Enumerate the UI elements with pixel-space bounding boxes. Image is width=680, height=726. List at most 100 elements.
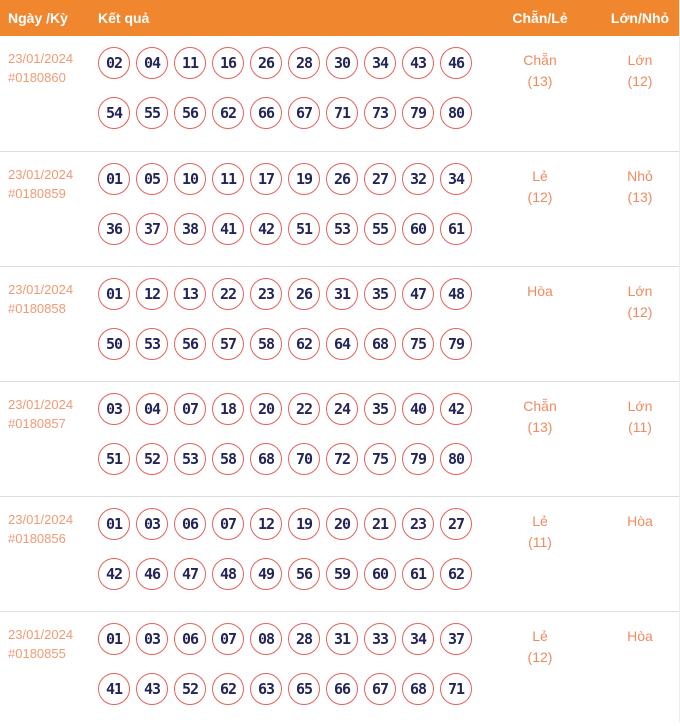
lottery-ball: 61	[440, 213, 472, 245]
lottery-ball: 18	[212, 393, 244, 425]
lottery-ball: 62	[212, 97, 244, 129]
lottery-ball: 68	[364, 328, 396, 360]
big-small-label: Nhỏ	[627, 168, 653, 184]
lottery-ball: 01	[98, 278, 130, 310]
column-header-big-small: Lớn/Nhỏ	[610, 10, 670, 26]
lottery-ball: 35	[364, 393, 396, 425]
big-small-label: Lớn	[627, 283, 653, 299]
lottery-ball: 03	[136, 623, 168, 655]
date-period-cell: 23/01/2024 #0180859	[0, 152, 98, 266]
draw-id: #0180855	[8, 646, 66, 661]
ball-row: 01 12 13 22 23 26 31 35 47 48	[98, 278, 480, 310]
lottery-ball: 33	[364, 623, 396, 655]
big-small-cell: Hòa	[600, 612, 680, 726]
date-period-cell: 23/01/2024 #0180860	[0, 36, 98, 151]
column-header-result: Kết quả	[98, 10, 150, 26]
lottery-ball: 79	[402, 97, 434, 129]
even-odd-count: (12)	[527, 189, 553, 205]
lottery-ball: 36	[98, 213, 130, 245]
lottery-ball: 57	[212, 328, 244, 360]
lottery-ball: 68	[402, 673, 434, 705]
lottery-ball: 31	[326, 623, 358, 655]
lottery-ball: 13	[174, 278, 206, 310]
lottery-ball: 06	[174, 623, 206, 655]
even-odd-cell: Lẻ (12)	[480, 152, 600, 266]
lottery-ball: 04	[136, 393, 168, 425]
lottery-ball: 75	[402, 328, 434, 360]
lottery-ball: 19	[288, 508, 320, 540]
lottery-ball: 02	[98, 47, 130, 79]
lottery-ball: 61	[402, 558, 434, 590]
big-small-cell: Nhỏ (13)	[600, 152, 680, 266]
big-small-label: Lớn	[627, 398, 653, 414]
lottery-ball: 66	[326, 673, 358, 705]
even-odd-cell: Chẵn (13)	[480, 382, 600, 496]
result-numbers-cell: 01 03 06 07 12 19 20 21 23 27 42 46 47 48 49 56 59 60 61 6…	[98, 497, 480, 611]
lottery-ball: 07	[212, 508, 244, 540]
lottery-ball: 05	[136, 163, 168, 195]
lottery-ball: 56	[174, 328, 206, 360]
even-odd-cell: Lẻ (11)	[480, 497, 600, 611]
lottery-ball: 17	[250, 163, 282, 195]
lottery-ball: 23	[250, 278, 282, 310]
big-small-cell: Lớn (12)	[600, 36, 680, 151]
big-small-cell: Hòa	[600, 497, 680, 611]
big-small-count: (12)	[627, 304, 653, 320]
ball-row: 03 04 07 18 20 22 24 35 40 42	[98, 393, 480, 425]
lottery-ball: 60	[364, 558, 396, 590]
lottery-ball: 53	[326, 213, 358, 245]
lottery-ball: 80	[440, 443, 472, 475]
lottery-ball: 43	[136, 673, 168, 705]
date-period-cell: 23/01/2024 #0180856	[0, 497, 98, 611]
lottery-ball: 38	[174, 213, 206, 245]
column-header-even-odd: Chẵn/Lẻ	[512, 10, 568, 26]
big-small-cell: Lớn (12)	[600, 267, 680, 381]
even-odd-count: (11)	[528, 534, 552, 550]
lottery-ball: 62	[288, 328, 320, 360]
lottery-ball: 52	[136, 443, 168, 475]
lottery-ball: 71	[440, 673, 472, 705]
result-row: 23/01/2024 #0180860 02 04 11 16 26 28 30 34 43 46…	[0, 36, 679, 151]
lottery-ball: 12	[250, 508, 282, 540]
even-odd-label: Lẻ	[532, 168, 548, 184]
big-small-count: (11)	[628, 419, 652, 435]
draw-id: #0180856	[8, 531, 66, 546]
lottery-ball: 80	[440, 97, 472, 129]
lottery-ball: 04	[136, 47, 168, 79]
draw-date: 23/01/2024	[8, 167, 74, 182]
lottery-ball: 32	[402, 163, 434, 195]
even-odd-count: (13)	[527, 73, 553, 89]
results-table-header: Ngày /Kỳ Kết quả Chẵn/Lẻ Lớn/Nhỏ	[0, 0, 679, 36]
lottery-ball: 34	[364, 47, 396, 79]
lottery-ball: 54	[98, 97, 130, 129]
result-numbers-cell: 01 05 10 11 17 19 26 27 32 34 36 37 38 41 42 51 53 55 60 6…	[98, 152, 480, 266]
even-odd-label: Lẻ	[532, 628, 548, 644]
lottery-ball: 42	[440, 393, 472, 425]
lottery-ball: 12	[136, 278, 168, 310]
draw-date: 23/01/2024	[8, 627, 74, 642]
lottery-ball: 47	[174, 558, 206, 590]
results-rows: 23/01/2024 #0180860 02 04 11 16 26 28 30 34 43 46…	[0, 36, 679, 726]
lottery-ball: 26	[288, 278, 320, 310]
ball-row: 54 55 56 62 66 67 71 73 79 80	[98, 97, 480, 129]
lottery-ball: 30	[326, 47, 358, 79]
lottery-ball: 11	[212, 163, 244, 195]
lottery-ball: 20	[250, 393, 282, 425]
lottery-ball: 01	[98, 623, 130, 655]
lottery-ball: 51	[288, 213, 320, 245]
lottery-ball: 20	[326, 508, 358, 540]
draw-date: 23/01/2024	[8, 397, 74, 412]
lottery-ball: 27	[364, 163, 396, 195]
result-row: 23/01/2024 #0180855 01 03 06 07 08 28 31 33 34 37…	[0, 611, 679, 726]
ball-row: 01 03 06 07 08 28 31 33 34 37	[98, 623, 480, 655]
lottery-ball: 34	[440, 163, 472, 195]
big-small-label: Hòa	[627, 513, 653, 529]
ball-row: 01 05 10 11 17 19 26 27 32 34	[98, 163, 480, 195]
lottery-ball: 28	[288, 47, 320, 79]
lottery-ball: 50	[98, 328, 130, 360]
lottery-ball: 42	[98, 558, 130, 590]
lottery-ball: 70	[288, 443, 320, 475]
even-odd-label: Chẵn	[523, 398, 557, 414]
lottery-ball: 40	[402, 393, 434, 425]
result-numbers-cell: 01 12 13 22 23 26 31 35 47 48 50 53 56 57 58 62 64 68 75 7…	[98, 267, 480, 381]
